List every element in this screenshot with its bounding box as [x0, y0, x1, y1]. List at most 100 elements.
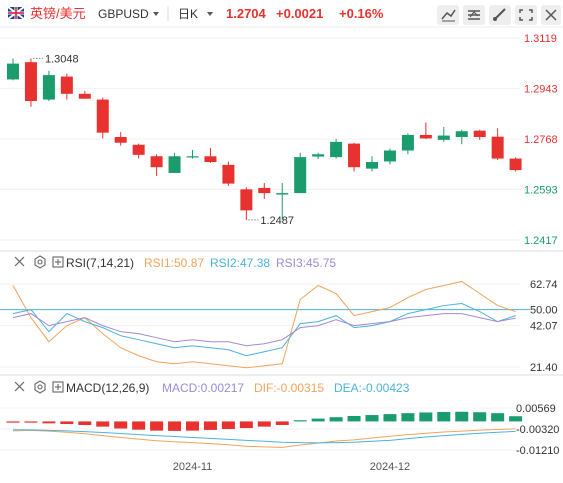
macd-bar [509, 416, 523, 422]
candle-body [78, 93, 91, 99]
candle [330, 139, 343, 159]
candle [24, 58, 37, 107]
fullscreen-icon [519, 9, 533, 21]
candle-body [312, 154, 325, 157]
candle-body [60, 76, 73, 94]
indicator-button[interactable] [463, 5, 485, 25]
macd-label: MACD(12,26,9) [66, 381, 149, 395]
x-axis: 2024-11 2024-12 [173, 461, 410, 473]
candle [276, 183, 289, 220]
candle [312, 152, 325, 160]
candle [348, 142, 361, 172]
rsi-tick-label: 62.74 [530, 279, 558, 291]
candle [294, 152, 307, 194]
macd-bar [419, 412, 433, 422]
dif-line [12, 428, 516, 448]
rsi1-label: RSI1:50.87 [144, 256, 204, 270]
high-label: 1.3048 [45, 53, 79, 65]
rsi-tick-label: 50.00 [530, 305, 558, 317]
candle-body [258, 187, 271, 194]
close-button[interactable] [541, 5, 561, 25]
x-tick-label: 2024-12 [370, 461, 410, 473]
dif-label: DIF:-0.00315 [254, 381, 324, 395]
candle-body [240, 189, 253, 211]
rsi-header: RSI(7,14,21) RSI1:50.87 RSI2:47.38 RSI3:… [14, 255, 336, 270]
candle [258, 183, 271, 199]
draw-line-icon [441, 9, 456, 22]
macd-bar [365, 415, 379, 422]
candle [78, 90, 91, 99]
rsi-expand-icon[interactable] [52, 256, 64, 268]
header-bar: 英镑/美元 GBPUSD 日K 1.2704 +0.0021 +0.16% [7, 5, 561, 25]
rsi3-label: RSI3:45.75 [276, 256, 336, 270]
low-label: 1.2487 [260, 215, 294, 227]
brush-icon [493, 8, 506, 21]
candle-body [132, 144, 145, 155]
candle [7, 58, 19, 81]
candle-body [204, 156, 217, 163]
pair-name: 英镑/美元 [30, 6, 86, 21]
macd-bar [6, 421, 20, 423]
draw-line-button[interactable] [437, 5, 459, 25]
rsi-label: RSI(7,14,21) [66, 256, 134, 270]
uk-flag-icon [7, 6, 25, 20]
candle [114, 132, 127, 146]
period-selector[interactable]: 日K [178, 7, 198, 21]
macd-expand-icon[interactable] [52, 381, 64, 393]
macd-bar [473, 412, 487, 422]
macd-bar [114, 421, 128, 429]
candle-body [294, 157, 307, 194]
rsi-tick-label: 21.40 [530, 362, 558, 374]
candle-body [330, 141, 343, 158]
candle-body [509, 158, 522, 171]
macd-value-label: MACD:0.00217 [162, 381, 244, 395]
rsi2-label: RSI2:47.38 [210, 256, 270, 270]
price-tick-label: 1.2768 [524, 134, 558, 146]
brush-button[interactable] [489, 5, 511, 25]
candle [473, 129, 486, 140]
candle-body [401, 134, 414, 151]
candle [437, 126, 450, 142]
rsi-series [12, 280, 516, 369]
macd-bar [186, 421, 199, 431]
price-tick-label: 1.2943 [524, 84, 558, 96]
macd-header: MACD(12,26,9) MACD:0.00217 DIF:-0.00315 … [14, 380, 410, 395]
candle [96, 97, 109, 139]
candle [509, 157, 522, 172]
macd-bar [311, 418, 325, 422]
macd-bar [221, 421, 235, 429]
candle-body [437, 135, 450, 140]
macd-bar [275, 421, 289, 425]
macd-bar [491, 413, 505, 422]
candle [455, 129, 468, 145]
candle-body [491, 136, 504, 159]
candle-body [276, 193, 289, 195]
macd-settings-icon[interactable] [34, 380, 46, 394]
macd-grid [0, 407, 520, 451]
macd-tick-label: -0.01210 [516, 445, 559, 457]
rsi-settings-icon[interactable] [34, 255, 46, 269]
candle-body [366, 162, 378, 169]
candle [366, 156, 378, 172]
period-caret-down-icon[interactable] [207, 12, 213, 16]
macd-close-icon[interactable] [14, 381, 25, 392]
dea-line [12, 429, 516, 444]
macd-bar [257, 421, 271, 427]
symbol-caret-down-icon[interactable] [153, 12, 159, 16]
candle-body [96, 99, 109, 133]
candle-body [150, 156, 163, 168]
indicator-icon [468, 10, 480, 20]
x-tick-label: 2024-11 [173, 461, 213, 473]
macd-bar [132, 421, 146, 430]
price-axis: 1.3119 1.2943 1.2768 1.2593 1.2417 [524, 33, 558, 247]
macd-bar [293, 420, 307, 422]
rsi-close-icon[interactable] [14, 256, 25, 267]
macd-bar [437, 411, 451, 422]
candle-body [7, 63, 19, 80]
macd-bar [401, 413, 415, 422]
macd-lines [12, 428, 516, 448]
macd-bar [60, 421, 74, 425]
macd-bar [239, 421, 253, 429]
fullscreen-button[interactable] [515, 5, 537, 25]
